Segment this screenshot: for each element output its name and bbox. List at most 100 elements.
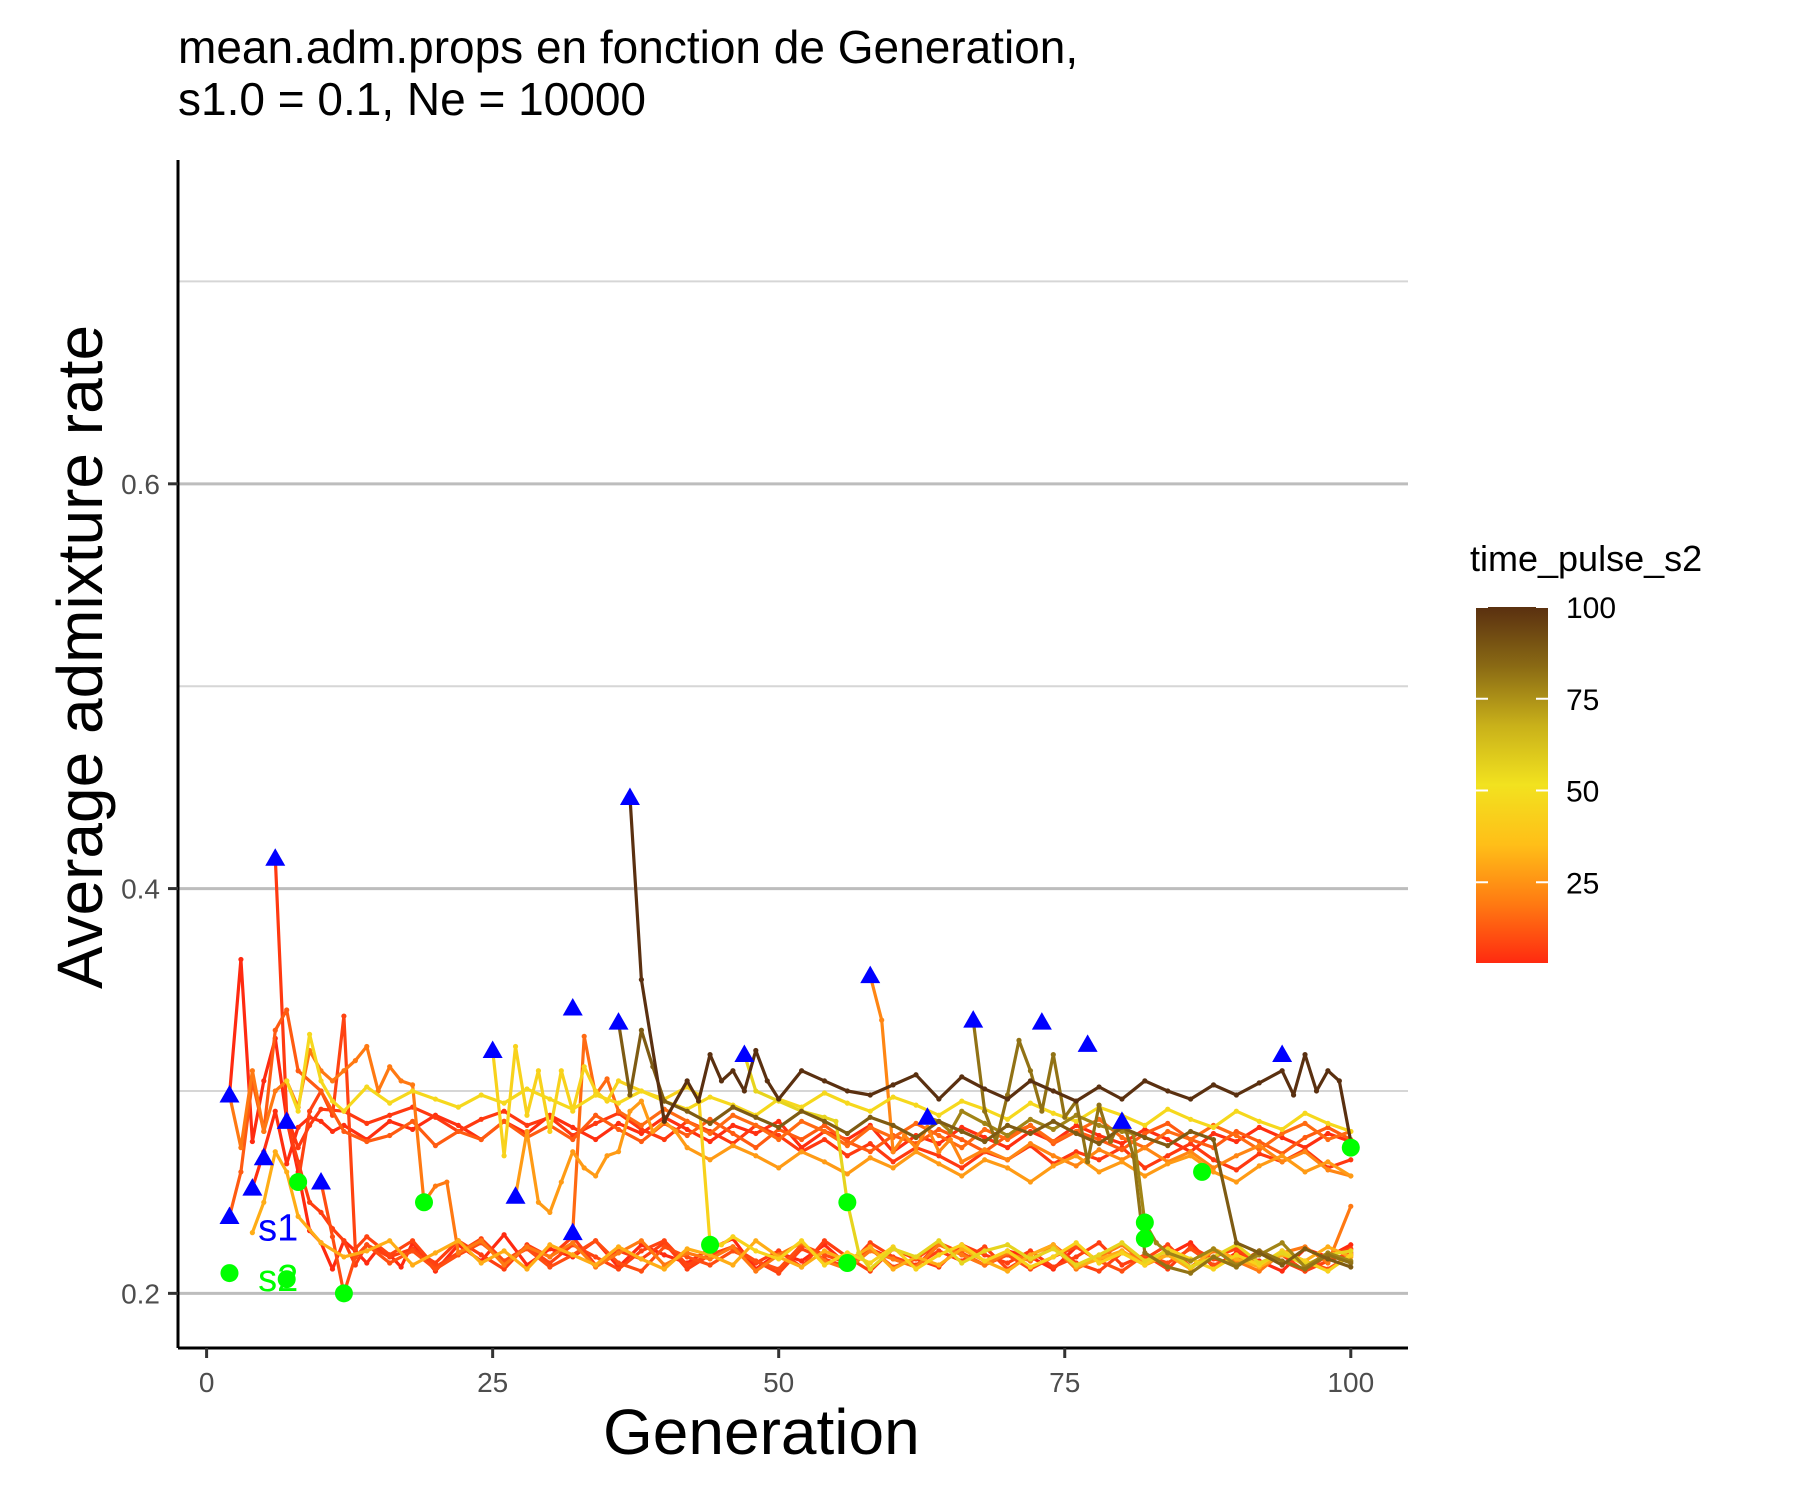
series-point [1073, 1254, 1079, 1260]
series-point [1188, 1096, 1194, 1102]
series-point [1119, 1134, 1125, 1141]
series-point [1210, 1246, 1217, 1252]
series-point [798, 1108, 805, 1114]
series-point [432, 1250, 439, 1256]
series-point [1165, 1128, 1171, 1135]
series-point [936, 1140, 942, 1147]
series-point [593, 1173, 599, 1179]
series-point [936, 1096, 942, 1102]
legend-tick-label: 100 [1566, 592, 1616, 625]
series-point [581, 1033, 587, 1039]
series-point [593, 1136, 599, 1143]
series-point [684, 1118, 690, 1124]
series-point [547, 1096, 553, 1102]
series-line [285, 1032, 1352, 1133]
series-point [1096, 1268, 1102, 1274]
series-point [306, 1108, 313, 1114]
series-point [1256, 1260, 1262, 1266]
legend-tick-label: 50 [1566, 776, 1599, 809]
series-point [1165, 1264, 1171, 1270]
series-point [1096, 1102, 1102, 1108]
series-point [1210, 1254, 1217, 1260]
series-point [1313, 1088, 1320, 1094]
series-point [558, 1068, 564, 1074]
series-point [1039, 1108, 1045, 1114]
series-point [730, 1244, 736, 1250]
s1-marker [917, 1107, 938, 1125]
series-point [615, 1149, 622, 1155]
series-point [615, 1126, 622, 1133]
series-point [318, 1106, 324, 1112]
series-point [1233, 1153, 1239, 1159]
series-point [982, 1252, 988, 1258]
series-point [1188, 1258, 1194, 1264]
series-point [936, 1118, 942, 1124]
s2-marker [1135, 1229, 1154, 1248]
series-point [364, 1242, 370, 1248]
series-point [913, 1266, 919, 1272]
s2-marker [838, 1253, 857, 1272]
series-point [1073, 1098, 1079, 1104]
series-point [295, 1159, 301, 1165]
series-point [295, 1213, 301, 1220]
series-point [238, 956, 244, 963]
series-point [1325, 1260, 1331, 1266]
series-point [581, 1165, 587, 1171]
series-point [364, 1260, 370, 1266]
s1-marker [505, 1186, 526, 1204]
series-point [867, 1108, 873, 1114]
series-point [512, 1043, 519, 1050]
series-point [913, 1102, 919, 1108]
series-point [1096, 1252, 1102, 1258]
s1-marker [619, 787, 640, 806]
series-point [947, 1128, 953, 1135]
series-point [730, 1112, 736, 1118]
series-point [959, 1260, 965, 1266]
x-axis-label: Generation [603, 1396, 920, 1468]
series-point [570, 1136, 576, 1143]
series-line [628, 797, 1353, 1142]
series-point [936, 1149, 942, 1155]
series-point [341, 1068, 347, 1074]
series-point [409, 1248, 416, 1254]
series-point [1279, 1250, 1285, 1256]
series-point [1073, 1262, 1079, 1268]
series-point [272, 1027, 278, 1033]
series-point [1142, 1165, 1148, 1171]
series-point [284, 1007, 290, 1013]
series-point [1073, 1163, 1079, 1169]
series-point [501, 1100, 507, 1106]
series-point [867, 1124, 873, 1131]
series-point [1004, 1157, 1011, 1163]
series-point [867, 1149, 873, 1155]
series-point [1142, 1145, 1148, 1151]
series-point [1142, 1134, 1148, 1141]
s1-marker [562, 1222, 583, 1241]
series-point [387, 1260, 393, 1266]
series-point [753, 1258, 759, 1264]
series-point [1188, 1149, 1194, 1155]
series-point [570, 1124, 576, 1131]
series-point [753, 1088, 759, 1094]
series-point [959, 1159, 965, 1165]
series-point [1348, 1242, 1354, 1248]
series-point [409, 1126, 416, 1133]
series-point [1336, 1078, 1342, 1084]
series-point [1119, 1250, 1125, 1256]
series-point [753, 1145, 759, 1151]
series-point [1279, 1262, 1285, 1268]
series-point [947, 1136, 953, 1143]
series-point [798, 1238, 805, 1244]
series-point [238, 1169, 244, 1175]
series-point [638, 1138, 644, 1145]
series-point [1004, 1268, 1011, 1274]
series-point [718, 1078, 725, 1084]
series-point [524, 1112, 530, 1118]
series-point [982, 1157, 988, 1163]
series-point [329, 1128, 336, 1135]
series-point [593, 1088, 599, 1094]
s1-marker [1031, 1012, 1052, 1030]
series-point [730, 1130, 736, 1137]
series-point [982, 1244, 988, 1250]
s2-marker [1135, 1213, 1154, 1232]
